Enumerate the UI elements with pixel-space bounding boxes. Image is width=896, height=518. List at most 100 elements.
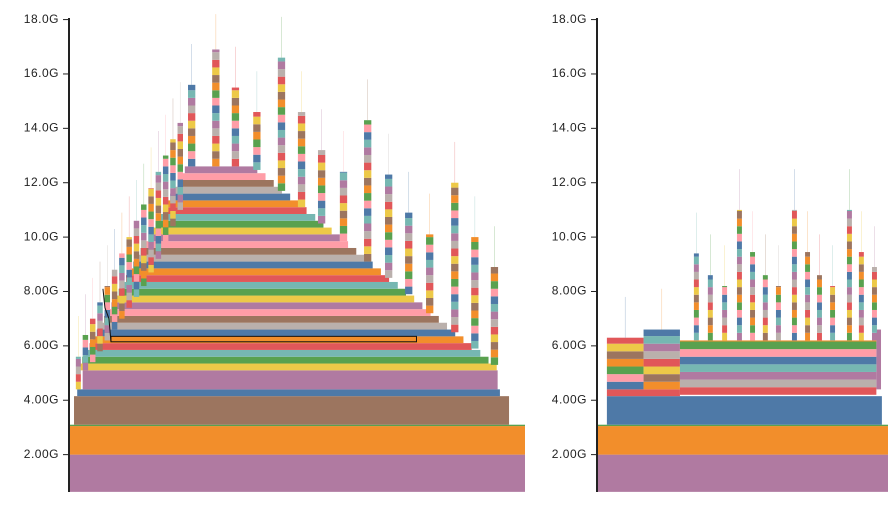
allocation-stripe xyxy=(830,332,836,341)
allocation-stripe xyxy=(858,264,864,272)
allocation-stripe xyxy=(643,343,680,352)
allocation-stripe xyxy=(426,237,434,245)
allocation-stripe xyxy=(188,143,196,152)
allocation-stripe xyxy=(277,122,286,130)
allocation-stripe xyxy=(141,217,147,226)
allocation-stripe xyxy=(643,358,680,367)
allocation-stripe xyxy=(736,241,742,250)
allocation-stripe xyxy=(141,240,147,248)
allocation-stripe xyxy=(816,279,822,288)
allocation-stripe xyxy=(212,151,220,159)
allocation-stripe xyxy=(693,332,699,341)
allocation-block xyxy=(173,186,282,194)
allocation-stripe xyxy=(426,244,434,253)
allocation-stripe xyxy=(97,320,103,329)
allocation-stripe xyxy=(212,128,220,136)
allocation-stripe xyxy=(791,241,797,250)
allocation-stripe xyxy=(736,325,742,333)
allocation-stripe xyxy=(490,326,499,335)
allocation-block xyxy=(151,227,332,235)
allocation-block xyxy=(100,322,448,330)
allocation-stripe xyxy=(339,203,348,211)
allocation-stripe xyxy=(339,171,348,173)
allocation-stripe xyxy=(155,213,162,221)
allocation-stripe xyxy=(805,252,811,257)
allocation-stripe xyxy=(119,257,125,266)
allocation-stripe xyxy=(451,187,459,196)
allocation-block xyxy=(136,254,365,262)
allocation-stripe xyxy=(471,272,479,281)
chart-left: 18.0G 16.0G 14.0G 12.0G 10.0G 8.00G 6.00G 4.00G… xyxy=(24,12,525,492)
allocation-stripe xyxy=(133,228,140,237)
allocation-stripe xyxy=(212,75,220,83)
allocation-stripe xyxy=(858,279,864,288)
allocation-stripe xyxy=(405,240,413,249)
allocation-block xyxy=(82,370,498,390)
allocation-stripe xyxy=(606,351,644,359)
allocation-stripe xyxy=(846,226,852,234)
allocation-stripe xyxy=(119,295,125,304)
allocation-stripe xyxy=(736,279,742,288)
allocation-stripe xyxy=(339,233,348,242)
allocation-stripe xyxy=(750,317,756,326)
allocation-stripe xyxy=(405,256,413,264)
allocation-stripe xyxy=(277,61,286,70)
allocation-stripe xyxy=(177,164,183,172)
allocation-stripe xyxy=(750,287,756,295)
allocation-stripe xyxy=(722,317,728,326)
allocation-stripe xyxy=(722,332,728,341)
allocation-stripe xyxy=(679,340,877,342)
allocation-stripe xyxy=(170,218,176,227)
allocation-stripe xyxy=(231,135,240,144)
allocation-stripe xyxy=(643,381,680,390)
allocation-stripe xyxy=(89,318,96,325)
allocation-stripe xyxy=(451,248,459,257)
allocation-stripe xyxy=(750,302,756,310)
allocation-stripe xyxy=(471,241,479,250)
allocation-block xyxy=(597,426,888,455)
allocation-stripe xyxy=(97,336,103,344)
allocation-stripe xyxy=(385,232,393,240)
allocation-stripe xyxy=(871,279,877,288)
allocation-stripe xyxy=(111,306,118,315)
allocation-stripe xyxy=(170,210,176,219)
allocation-stripe xyxy=(693,287,699,295)
allocation-stripe xyxy=(762,317,768,326)
allocation-stripe xyxy=(846,332,852,341)
allocation-stripe xyxy=(170,203,176,211)
selected-allocation-trace xyxy=(102,288,112,342)
allocation-block xyxy=(85,349,481,357)
allocation-stripe xyxy=(830,302,836,310)
allocation-stripe xyxy=(231,113,240,121)
allocation-stripe xyxy=(471,280,479,288)
allocation-stripe xyxy=(830,287,836,295)
allocation-stripe xyxy=(339,225,348,234)
allocation-stripe xyxy=(339,172,348,181)
allocation-stripe xyxy=(297,112,306,116)
allocation-stripe xyxy=(750,256,756,265)
allocation-stripe xyxy=(253,116,261,125)
allocation-stripe xyxy=(846,279,852,288)
allocation-stripe xyxy=(277,129,286,138)
allocation-stripe xyxy=(490,296,499,304)
allocation-stripe xyxy=(177,202,183,210)
allocation-stripe xyxy=(775,287,781,295)
allocation-stripe xyxy=(97,328,103,337)
allocation-stripe xyxy=(816,287,822,295)
allocation-stripe xyxy=(104,294,111,303)
allocation-stripe xyxy=(297,123,306,132)
allocation-stripe xyxy=(722,287,728,295)
allocation-stripe xyxy=(111,299,118,307)
allocation-block xyxy=(140,247,357,255)
allocation-stripe xyxy=(707,275,713,280)
allocation-stripe xyxy=(104,302,111,310)
allocation-stripe xyxy=(490,273,499,282)
allocation-stripe xyxy=(805,279,811,288)
allocation-stripe xyxy=(119,265,125,273)
allocation-stripe xyxy=(111,283,118,292)
allocation-stripe xyxy=(231,105,240,114)
allocation-stripe xyxy=(111,321,118,330)
allocation-stripe xyxy=(805,271,811,280)
allocation-stripe xyxy=(858,325,864,333)
allocation-stripe xyxy=(133,236,140,244)
